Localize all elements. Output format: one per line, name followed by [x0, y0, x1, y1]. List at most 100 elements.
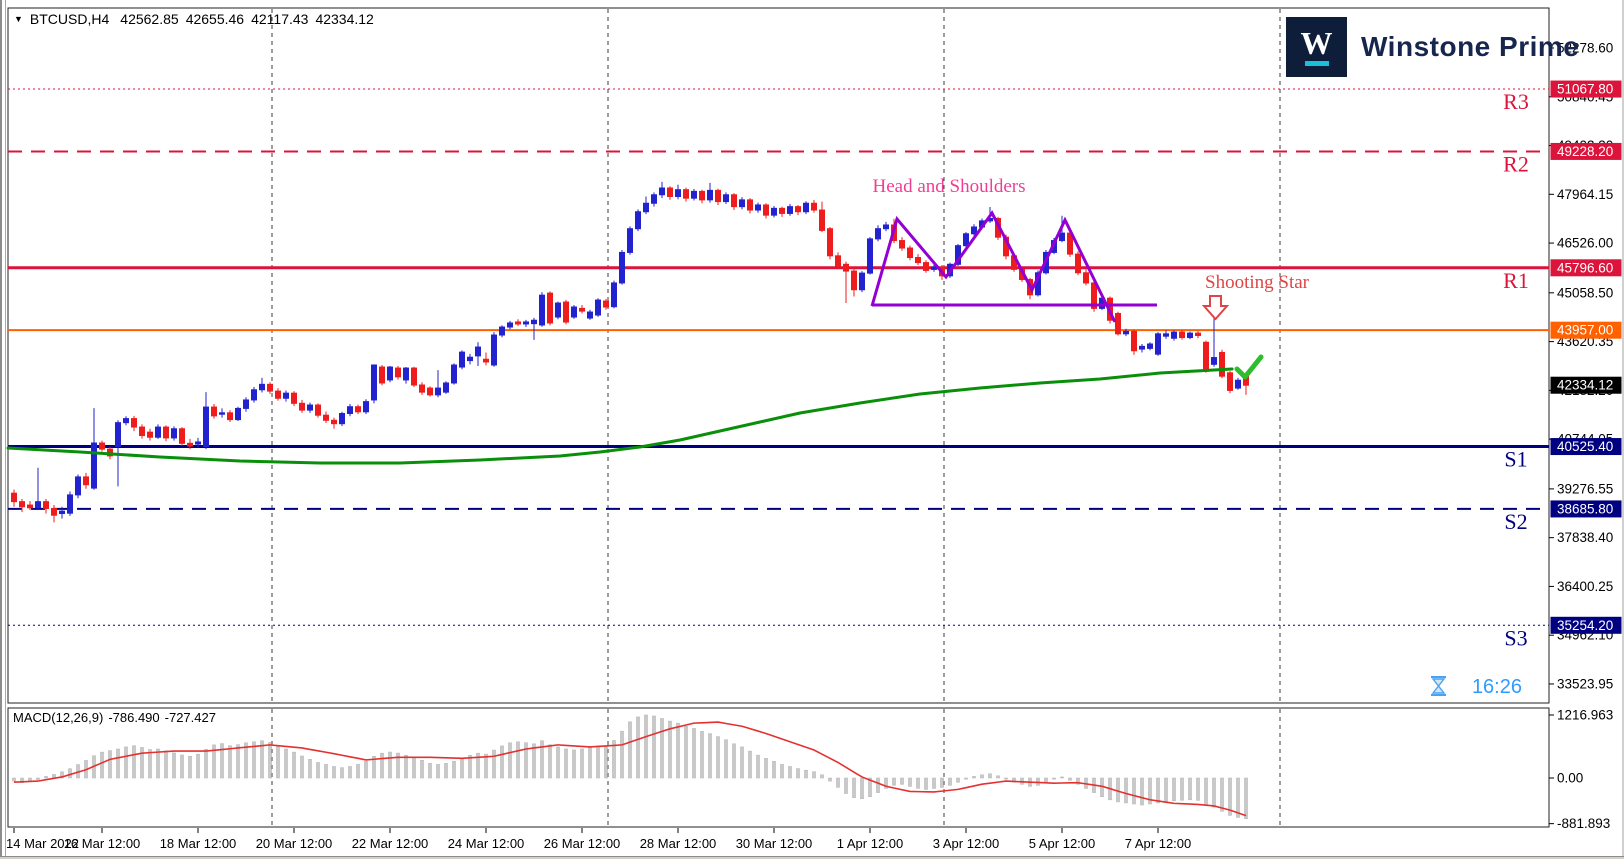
- macd-histogram-bar: [868, 777, 872, 797]
- macd-name: MACD(12,26,9): [13, 710, 104, 725]
- macd-histogram-bar: [1140, 777, 1144, 806]
- symbol-dropdown-icon[interactable]: ▼: [14, 14, 23, 24]
- macd-histogram-bar: [796, 768, 800, 779]
- time-tick-label: 14 Mar 2022: [6, 836, 79, 851]
- price-level-badge-label: 40525.40: [1557, 439, 1613, 454]
- macd-histogram-bar: [140, 747, 144, 779]
- macd-histogram-bar: [1116, 777, 1120, 803]
- macd-histogram-bar: [1052, 777, 1056, 780]
- symbol-ohlc-bar[interactable]: ▼ BTCUSD,H4 42562.85 42655.46 42117.43 4…: [14, 11, 374, 27]
- macd-histogram-bar: [1004, 777, 1008, 780]
- macd-histogram-bar: [412, 757, 416, 779]
- macd-histogram-bar: [396, 752, 400, 779]
- candle-bear: [835, 255, 841, 267]
- macd-histogram-bar: [1156, 777, 1160, 804]
- macd-histogram-bar: [900, 777, 904, 785]
- candle-bear: [547, 292, 553, 324]
- candle-bear: [923, 262, 929, 271]
- macd-histogram-bar: [468, 754, 472, 779]
- macd-histogram-bar: [988, 773, 992, 779]
- macd-histogram-bar: [348, 766, 352, 779]
- time-tick-label: 28 Mar 12:00: [640, 836, 717, 851]
- candle-bull: [203, 406, 209, 448]
- candle-bull: [571, 306, 577, 318]
- macd-histogram-bar: [532, 743, 536, 779]
- candle-bull: [1155, 333, 1161, 355]
- open-value: 42562.85: [120, 11, 179, 27]
- macd-histogram-bar: [340, 767, 344, 779]
- candle-bull: [619, 251, 625, 284]
- price-level-badge: [1550, 80, 1622, 98]
- macd-histogram-bar: [36, 777, 40, 780]
- macd-histogram-bar: [1148, 777, 1152, 805]
- candle-bear: [51, 507, 57, 516]
- candle-bear: [267, 383, 273, 392]
- candle-bull: [963, 233, 969, 247]
- candle-bull: [467, 356, 473, 362]
- macd-histogram-bar: [548, 744, 552, 779]
- macd-histogram-bar: [908, 777, 912, 787]
- candle-bull: [403, 367, 409, 381]
- price-level-badge: [1550, 438, 1622, 456]
- macd-histogram-bar: [196, 753, 200, 779]
- candle-bull: [1187, 332, 1193, 339]
- time-tick-label: 16 Mar 12:00: [64, 836, 141, 851]
- price-level-badge: [1550, 142, 1622, 160]
- candle-bull: [371, 364, 377, 401]
- candle-bear: [819, 209, 825, 231]
- macd-histogram-bar: [828, 777, 832, 782]
- price-level-badge: [1550, 616, 1622, 634]
- macd-histogram-bar: [1228, 777, 1232, 816]
- pivot-tag-s2: S2: [1504, 509, 1527, 534]
- logo-accent-bar: [1304, 61, 1329, 66]
- candle-bull: [251, 389, 257, 401]
- macd-histogram-bar: [212, 744, 216, 779]
- candle-bear: [43, 501, 49, 509]
- macd-histogram-bar: [556, 746, 560, 779]
- macd-main-value: -786.490: [108, 710, 160, 725]
- macd-histogram-bar: [356, 764, 360, 779]
- time-tick-label: 3 Apr 12:00: [933, 836, 1000, 851]
- macd-histogram-bar: [1172, 777, 1176, 802]
- candle-bear: [1195, 332, 1201, 337]
- macd-histogram-bar: [1132, 777, 1136, 805]
- candle-bear: [795, 206, 801, 213]
- macd-histogram-bar: [812, 771, 816, 779]
- candle-bull: [75, 476, 81, 496]
- macd-histogram-bar: [996, 775, 1000, 779]
- macd-histogram-bar: [452, 761, 456, 779]
- candle-bear: [291, 392, 297, 404]
- macd-histogram-bar: [156, 748, 160, 779]
- candle-bear: [1083, 272, 1089, 284]
- candle-bear: [315, 404, 321, 416]
- candle-bear: [1115, 312, 1121, 335]
- candle-bull: [499, 326, 505, 336]
- macd-histogram-bar: [540, 740, 544, 779]
- time-tick-label: 5 Apr 12:00: [1029, 836, 1096, 851]
- candle-bull: [347, 406, 353, 415]
- macd-histogram-bar: [1220, 777, 1224, 812]
- candle-bull: [459, 351, 465, 368]
- macd-histogram-bar: [116, 748, 120, 779]
- macd-histogram-bar: [164, 750, 168, 779]
- price-tick-label: 37838.40: [1557, 530, 1613, 545]
- candle-bear: [299, 402, 305, 411]
- moving-average-line: [6, 367, 1234, 465]
- macd-histogram-bar: [1060, 776, 1064, 779]
- candle-bull: [691, 190, 697, 199]
- macd-histogram-bar: [628, 721, 632, 779]
- main-plot-frame: [7, 7, 1550, 704]
- macd-histogram-bar: [860, 777, 864, 799]
- macd-histogram-bar: [228, 745, 232, 779]
- broker-logo: W Winstone Prime: [1286, 17, 1579, 77]
- macd-histogram-bar: [476, 752, 480, 779]
- window-border-left: [0, 0, 2, 859]
- macd-histogram-bar: [148, 749, 152, 779]
- price-level-badge: [1550, 500, 1622, 518]
- candle-bull: [611, 282, 617, 308]
- candle-bear: [563, 301, 569, 323]
- candle-bull: [787, 206, 793, 214]
- price-level-badge-label: 51067.80: [1557, 82, 1613, 97]
